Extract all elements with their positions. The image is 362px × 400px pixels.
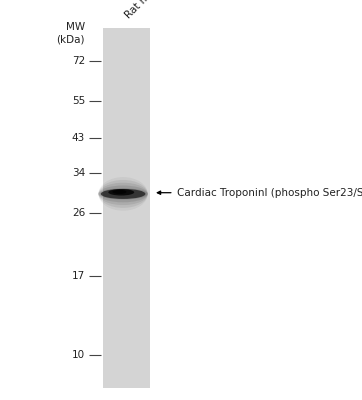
Text: 17: 17 <box>72 271 85 281</box>
Text: (kDa): (kDa) <box>56 34 85 44</box>
Text: MW: MW <box>66 22 85 32</box>
Text: Rat heart: Rat heart <box>123 0 165 20</box>
Ellipse shape <box>98 183 148 205</box>
Text: 43: 43 <box>72 133 85 143</box>
Ellipse shape <box>112 190 127 194</box>
Bar <box>103 28 150 388</box>
Ellipse shape <box>101 189 146 199</box>
Ellipse shape <box>98 188 148 200</box>
Ellipse shape <box>108 189 134 196</box>
Text: 26: 26 <box>72 208 85 218</box>
Text: 72: 72 <box>72 56 85 66</box>
Ellipse shape <box>98 186 148 202</box>
Text: 55: 55 <box>72 96 85 106</box>
Text: 10: 10 <box>72 350 85 360</box>
Ellipse shape <box>98 180 148 208</box>
Text: 34: 34 <box>72 168 85 178</box>
Text: Cardiac TroponinI (phospho Ser23/Ser24): Cardiac TroponinI (phospho Ser23/Ser24) <box>177 188 362 198</box>
